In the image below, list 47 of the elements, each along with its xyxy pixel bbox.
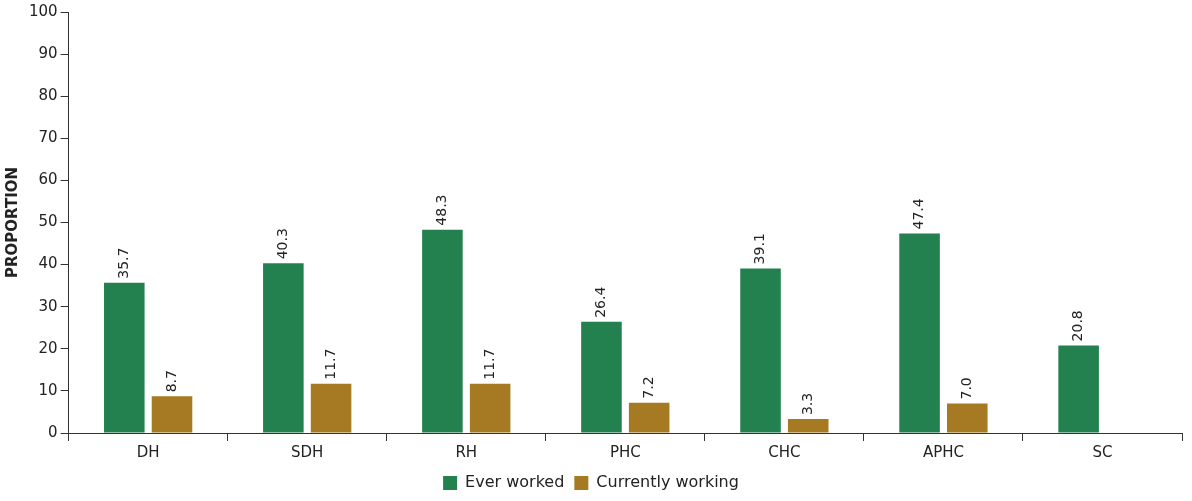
data-label: 7.2 <box>639 376 656 399</box>
data-label: 48.3 <box>433 194 450 226</box>
y-tick-label: 90 <box>38 43 58 62</box>
x-tick-label: PHC <box>609 442 641 461</box>
y-tick-label: 10 <box>38 380 58 399</box>
data-label: 35.7 <box>114 247 131 279</box>
x-tick-label: CHC <box>768 442 801 461</box>
y-tick-label: 80 <box>38 86 58 105</box>
y-tick-label: 30 <box>38 296 58 315</box>
bar <box>469 383 511 433</box>
x-tick-label: DH <box>136 442 160 461</box>
bar <box>947 403 988 433</box>
data-label: 7.0 <box>957 377 974 400</box>
bar <box>310 383 352 433</box>
legend-label: Ever worked <box>465 472 565 492</box>
bar <box>422 229 463 433</box>
data-label: 39.1 <box>751 233 768 265</box>
data-label: 47.4 <box>910 198 927 230</box>
y-tick-label: 50 <box>38 212 58 231</box>
y-tick-label: 20 <box>38 338 58 357</box>
y-tick-label: 60 <box>38 170 58 189</box>
y-tick-label: 100 <box>28 1 58 20</box>
data-label: 3.3 <box>798 392 815 416</box>
bar <box>263 263 304 433</box>
x-tick-label: APHC <box>922 442 964 461</box>
bar <box>787 419 829 433</box>
y-tick-label: 70 <box>38 128 58 147</box>
data-label: 26.4 <box>592 286 609 318</box>
data-label: 11.7 <box>321 348 338 380</box>
x-tick-label: RH <box>455 442 478 461</box>
legend-label: Currently working <box>596 472 739 492</box>
x-tick-label: SC <box>1092 442 1113 461</box>
bar <box>899 233 940 433</box>
bar <box>628 402 670 433</box>
bar <box>104 282 145 433</box>
bar <box>1058 345 1099 433</box>
bar <box>151 396 193 433</box>
x-tick-label: SDH <box>291 442 324 461</box>
data-label: 11.7 <box>480 348 497 380</box>
y-tick-label: 40 <box>38 254 58 273</box>
y-tick-label: 0 <box>48 422 58 441</box>
y-axis-title: PROPORTION <box>2 166 21 279</box>
bar <box>581 321 622 433</box>
bar <box>740 268 781 433</box>
data-label: 8.7 <box>162 370 179 393</box>
data-label: 40.3 <box>273 228 290 260</box>
data-label: 20.8 <box>1069 310 1086 342</box>
